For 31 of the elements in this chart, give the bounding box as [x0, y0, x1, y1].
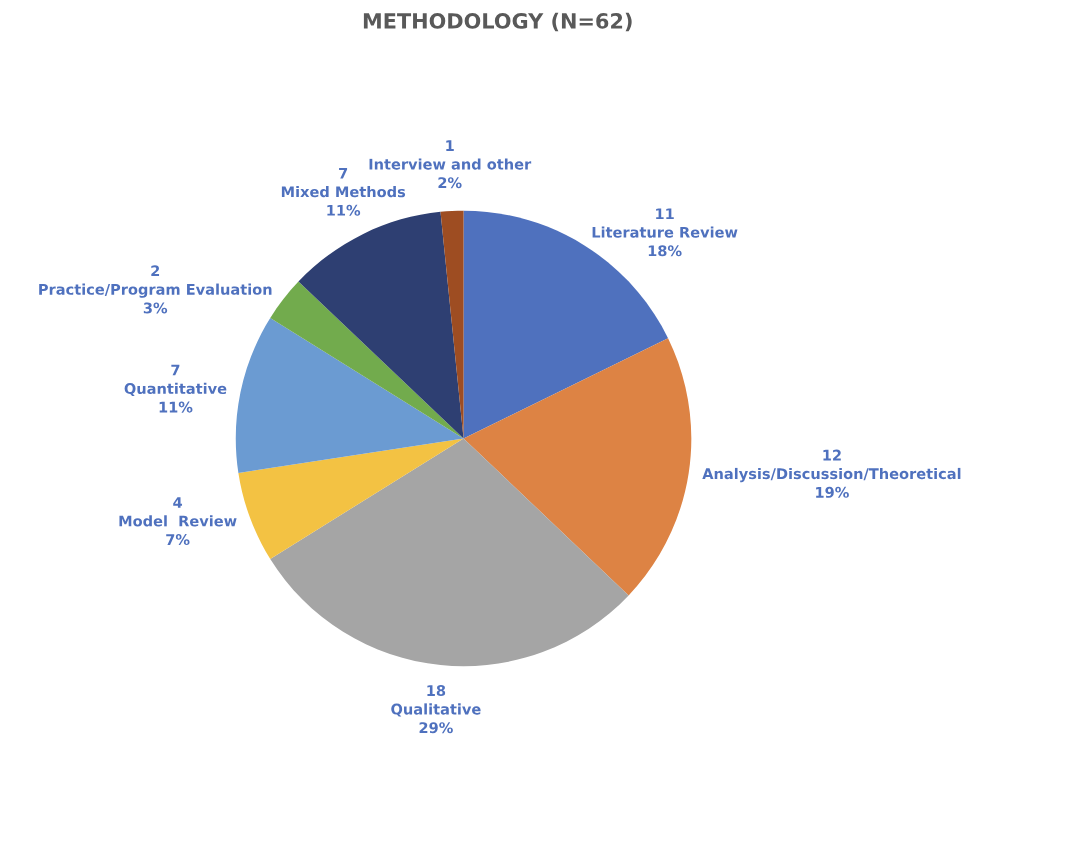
- text: 3%: [143, 302, 168, 314]
- slice-label: Analysis/Discussion/Theoretical: [702, 467, 961, 483]
- text: 29%: [419, 722, 453, 734]
- data-label: 7: [171, 364, 180, 376]
- data-label: 2: [151, 265, 160, 277]
- text: 19%: [816, 486, 849, 498]
- chart-title: METHODOLOGY (N=62): [363, 12, 632, 32]
- pie-slice: [270, 438, 629, 667]
- data-label: 1: [446, 140, 454, 151]
- text: 18%: [648, 245, 682, 257]
- pie-slice: [238, 438, 464, 559]
- slice-label: Quantitative: [124, 382, 227, 396]
- pie-slice: [463, 338, 692, 596]
- data-label: 11: [656, 208, 674, 220]
- pie-slice: [440, 210, 464, 439]
- slice-label: Practice/Program Evaluation: [39, 283, 272, 298]
- data-label: 4: [173, 497, 183, 508]
- text: 11%: [159, 401, 193, 413]
- slice-label: Qualitative: [391, 703, 481, 717]
- pie-slice: [270, 281, 464, 439]
- data-label: 18: [427, 685, 446, 697]
- text: 2%: [438, 177, 462, 189]
- slice-label: Mixed Methods: [281, 185, 406, 198]
- text: 7%: [166, 534, 190, 546]
- data-label: 7: [339, 167, 348, 179]
- pie-slice: [235, 317, 464, 473]
- text: 11%: [327, 204, 361, 216]
- data-label: 12: [823, 449, 841, 461]
- slice-label: Interview and other: [369, 158, 532, 170]
- slice-label: Literature Review: [592, 226, 738, 238]
- slice-label: Model Review: [119, 515, 237, 527]
